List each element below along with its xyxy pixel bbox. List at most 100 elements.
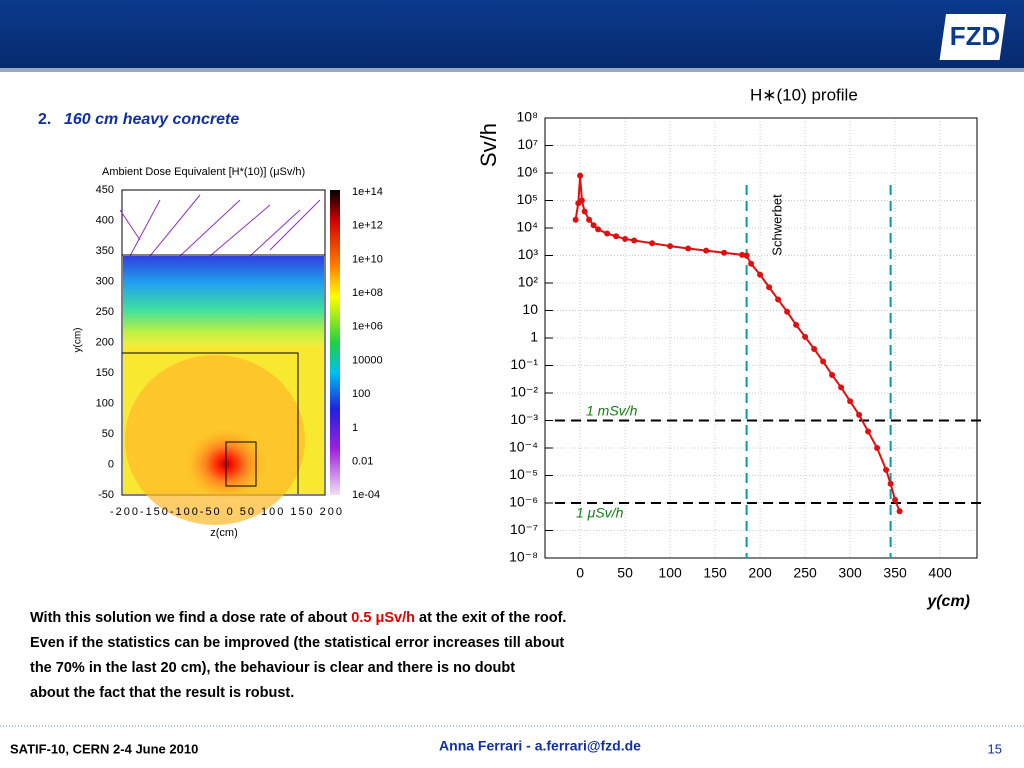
data-point <box>775 296 782 303</box>
x-label: y(cm) <box>926 593 970 610</box>
slide-number: 2. <box>38 111 51 128</box>
data-point <box>721 249 728 256</box>
map-ytick: 250 <box>96 306 114 318</box>
data-point <box>685 245 692 252</box>
colorbar-label: 1 <box>352 422 358 434</box>
data-point <box>595 226 602 233</box>
data-point <box>829 372 836 379</box>
data-point <box>739 251 746 258</box>
profile-line <box>574 175 901 512</box>
map-ytick: 50 <box>102 428 114 440</box>
map-xticks: -200-150-100-50 0 50 100 150 200 <box>110 506 342 518</box>
colorbar-label: 100 <box>352 388 370 400</box>
data-point <box>743 252 750 259</box>
data-point <box>766 284 773 291</box>
data-point <box>847 398 854 405</box>
annotation: 1 μSv/h <box>576 505 624 521</box>
map-tracks <box>119 194 321 257</box>
data-point <box>892 496 899 503</box>
dose-map <box>119 189 340 525</box>
data-point <box>649 240 656 247</box>
data-point <box>572 216 579 223</box>
map-band <box>123 256 324 346</box>
x-tick-label: 200 <box>748 565 772 581</box>
y-tick-label: 10² <box>518 274 539 290</box>
y-tick-label: 10³ <box>518 246 539 262</box>
y-tick-label: 10⁻² <box>510 384 538 400</box>
data-point <box>820 358 827 365</box>
y-tick-label: 10⁻⁸ <box>509 549 538 565</box>
map-ytick: 450 <box>96 184 114 196</box>
body-line: Even if the statistics can be improved (… <box>30 635 565 651</box>
y-tick-label: 10 <box>522 301 538 317</box>
page-number: 15 <box>988 741 1002 756</box>
logo-box <box>939 14 1007 60</box>
colorbar-label: 1e-04 <box>352 489 380 501</box>
chart-title: H∗(10) profile <box>750 85 858 104</box>
map-ytick: 0 <box>108 458 114 470</box>
y-tick-label: 10⁻⁴ <box>509 439 538 455</box>
data-point <box>577 172 584 179</box>
footer-center: Anna Ferrari - a.ferrari@fzd.de <box>439 738 641 754</box>
body-line: the 70% in the last 20 cm), the behaviou… <box>30 660 516 676</box>
y-tick-label: 10⁻⁵ <box>509 466 538 482</box>
data-point <box>631 237 638 244</box>
data-point <box>581 208 588 215</box>
text: With this solution we find a dose rate o… <box>30 610 352 626</box>
x-tick-label: 400 <box>928 565 952 581</box>
logo: FZD <box>950 21 1001 51</box>
data-point <box>757 271 764 278</box>
data-point <box>622 235 629 242</box>
map-ytick: 200 <box>96 336 114 348</box>
data-point <box>590 222 597 229</box>
colorbar-label: 1e+10 <box>352 253 383 265</box>
body-text: With this solution we find a dose rate o… <box>30 606 690 706</box>
map-xlabel: z(cm) <box>210 527 238 539</box>
data-point <box>838 384 845 391</box>
data-point <box>784 308 791 315</box>
colorbar-label: 0.01 <box>352 456 373 468</box>
annotation: Schwerbet <box>769 194 784 256</box>
data-point <box>748 260 755 267</box>
body-line: With this solution we find a dose rate o… <box>30 606 690 631</box>
colorbar-label: 1e+12 <box>352 220 383 232</box>
data-point <box>865 428 872 435</box>
map-ytick: -50 <box>98 489 114 501</box>
y-tick-label: 10⁵ <box>517 191 538 207</box>
map-title: Ambient Dose Equivalent [H*(10)] (μSv/h) <box>102 166 305 178</box>
y-tick-label: 10⁴ <box>516 219 538 235</box>
data-point <box>802 333 809 340</box>
footer-left: SATIF-10, CERN 2-4 June 2010 <box>10 741 198 756</box>
map-ytick: 350 <box>96 245 114 257</box>
data-point <box>874 445 881 451</box>
highlight: 0.5 μSv/h <box>351 610 415 626</box>
y-tick-label: 10⁻⁷ <box>510 521 538 537</box>
map-ytick: 150 <box>96 367 114 379</box>
map-ytick: 100 <box>96 397 114 409</box>
header-rule <box>0 68 1024 72</box>
plot-frame <box>544 117 978 559</box>
y-tick-label: 10⁻³ <box>510 411 538 427</box>
x-tick-label: 150 <box>703 565 727 581</box>
map-ytick: 300 <box>96 275 114 287</box>
colorbar-label: 1e+14 <box>352 186 383 198</box>
x-tick-label: 50 <box>617 565 633 581</box>
annotation: 1 mSv/h <box>586 403 638 419</box>
x-tick-label: 0 <box>576 565 584 581</box>
data-point <box>604 230 611 237</box>
data-point <box>613 233 620 240</box>
data-point <box>703 247 710 254</box>
y-tick-label: 10⁸ <box>517 109 539 125</box>
colorbar-label: 1e+06 <box>352 321 383 333</box>
y-label: Sv/h <box>476 123 501 167</box>
x-tick-label: 350 <box>883 565 907 581</box>
x-tick-label: 100 <box>658 565 682 581</box>
data-point <box>586 216 593 223</box>
y-tick-label: 10⁷ <box>517 136 538 152</box>
data-point <box>811 345 818 352</box>
colorbar <box>330 190 340 495</box>
map-ytick: 400 <box>96 214 114 226</box>
data-point <box>793 321 800 328</box>
data-point <box>856 411 863 418</box>
